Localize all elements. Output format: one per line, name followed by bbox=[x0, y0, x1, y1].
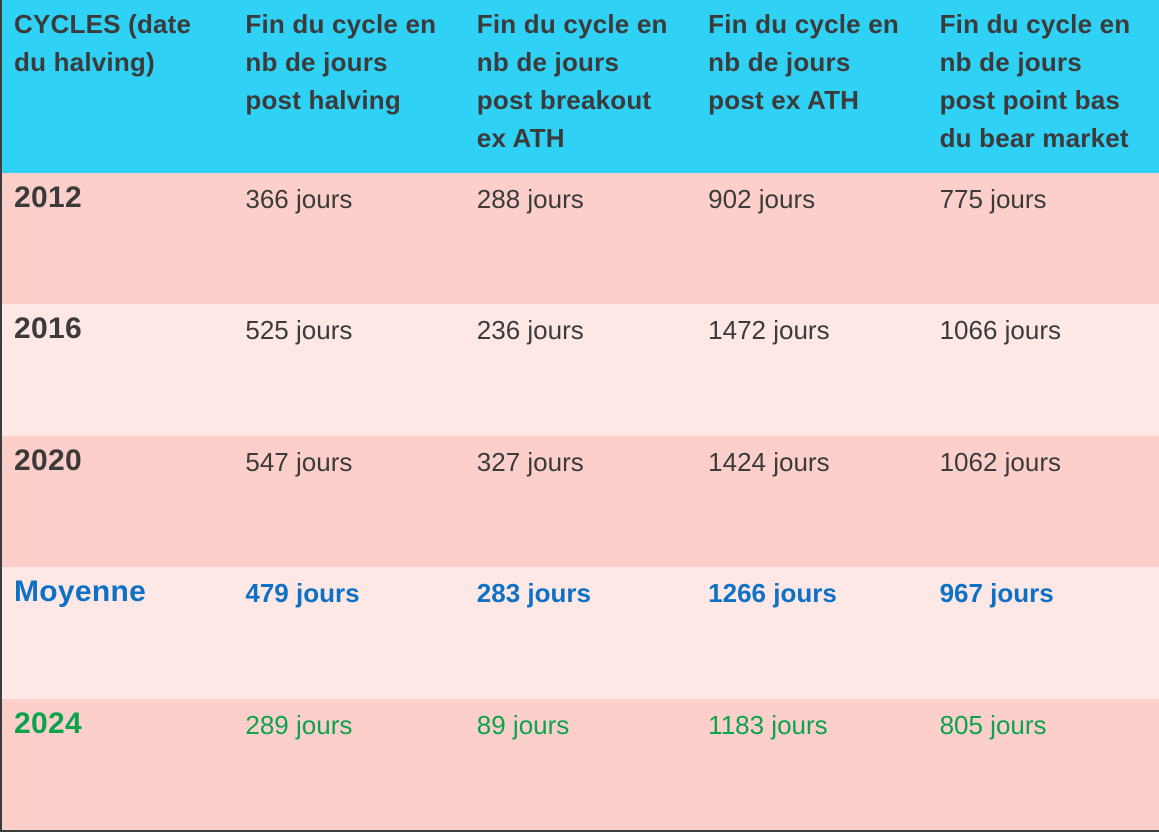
column-header-post-halving: Fin du cycle en nb de jours post halving bbox=[245, 9, 437, 115]
column-header-cycles: CYCLES (date du halving) bbox=[14, 9, 192, 77]
row-label: 2016 bbox=[14, 312, 82, 346]
table-cell: 1066 jours bbox=[939, 315, 1061, 346]
table-cell: 479 jours bbox=[245, 578, 360, 609]
row-label: 2012 bbox=[14, 180, 82, 214]
table-header-row: CYCLES (date du halving) Fin du cycle en… bbox=[2, 0, 1159, 173]
table-row-moyenne: Moyenne 479 jours 283 jours 1266 jours 9… bbox=[2, 567, 1159, 699]
table-row-2012: 2012 366 jours 288 jours 902 jours 775 j… bbox=[2, 172, 1159, 305]
table-cell: 525 jours bbox=[245, 315, 353, 346]
table-cell: 289 jours bbox=[245, 709, 353, 740]
row-label: Moyenne bbox=[14, 575, 147, 609]
row-label: 2024 bbox=[14, 706, 82, 740]
table-row-2016: 2016 525 jours 236 jours 1472 jours 1066… bbox=[2, 304, 1159, 436]
table-cell: 327 jours bbox=[476, 446, 584, 477]
table-row-2024: 2024 289 jours 89 jours 1183 jours 805 j… bbox=[2, 698, 1159, 830]
table-cell: 805 jours bbox=[939, 709, 1047, 740]
table-cell: 288 jours bbox=[476, 183, 584, 214]
table-row-2020: 2020 547 jours 327 jours 1424 jours 1062… bbox=[2, 435, 1159, 568]
table-cell: 547 jours bbox=[245, 446, 353, 477]
table-cell: 1062 jours bbox=[939, 446, 1061, 477]
table-cell: 236 jours bbox=[476, 315, 584, 346]
column-header-post-breakout: Fin du cycle en nb de jours post breakou… bbox=[476, 9, 668, 153]
table-cell: 366 jours bbox=[245, 183, 353, 214]
table-cell: 775 jours bbox=[939, 183, 1047, 214]
table-cell: 1183 jours bbox=[708, 709, 828, 740]
column-header-post-bear-low: Fin du cycle en nb de jours post point b… bbox=[939, 9, 1131, 153]
column-header-post-ex-ath: Fin du cycle en nb de jours post ex ATH bbox=[708, 9, 899, 115]
table-cell: 902 jours bbox=[708, 183, 816, 214]
table-cell: 283 jours bbox=[476, 578, 591, 609]
table-cell: 1266 jours bbox=[708, 578, 837, 609]
table-cell: 1424 jours bbox=[708, 446, 830, 477]
table-cell: 89 jours bbox=[476, 709, 570, 740]
table-cell: 967 jours bbox=[939, 578, 1054, 609]
table-cell: 1472 jours bbox=[708, 315, 830, 346]
row-label: 2020 bbox=[14, 443, 82, 477]
